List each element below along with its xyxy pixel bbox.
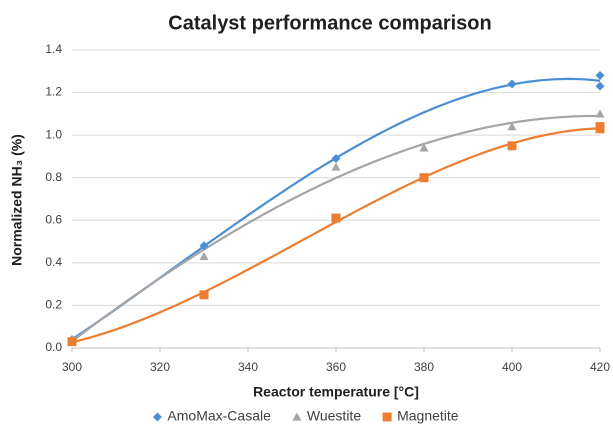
y-tick-label: 0.6 <box>45 212 62 226</box>
data-point <box>199 290 209 300</box>
legend-marker <box>292 412 302 421</box>
x-axis-label: Reactor temperature [°C] <box>253 384 419 400</box>
x-tick-label: 420 <box>590 360 610 374</box>
y-tick-label: 0.0 <box>45 340 62 354</box>
y-tick-label: 1.2 <box>45 85 62 99</box>
x-tick-label: 360 <box>326 360 346 374</box>
trend-line <box>71 77 601 341</box>
legend-label: Wuestite <box>307 408 361 424</box>
data-point <box>199 241 209 251</box>
data-point <box>595 71 605 81</box>
legend-marker <box>152 412 162 422</box>
y-axis-label: Normalized NH₃ (%) <box>9 134 25 266</box>
data-point <box>595 109 605 118</box>
data-point <box>507 122 517 131</box>
data-point <box>67 337 77 347</box>
data-point <box>331 154 341 164</box>
legend-label: Magnetite <box>397 408 459 424</box>
data-point <box>199 251 209 261</box>
y-tick-label: 1.4 <box>45 42 62 56</box>
data-point <box>331 213 341 223</box>
y-tick-label: 0.8 <box>45 170 62 184</box>
x-tick-label: 320 <box>150 360 170 374</box>
x-tick-label: 340 <box>238 360 258 374</box>
data-point <box>595 81 605 91</box>
data-point <box>507 141 517 151</box>
y-tick-label: 0.2 <box>45 298 62 312</box>
chart-title: Catalyst performance comparison <box>168 12 491 34</box>
x-tick-label: 380 <box>414 360 434 374</box>
trend-line <box>71 114 600 343</box>
legend-marker <box>382 412 392 422</box>
data-point <box>507 79 517 89</box>
data-point <box>419 173 429 183</box>
legend-label: AmoMax-Casale <box>167 408 271 424</box>
x-tick-label: 400 <box>502 360 522 374</box>
data-point <box>331 162 341 171</box>
y-tick-label: 1.0 <box>45 127 62 141</box>
x-tick-label: 300 <box>62 360 82 374</box>
data-point <box>595 122 605 132</box>
data-point <box>419 143 429 152</box>
y-tick-label: 0.4 <box>45 255 62 269</box>
